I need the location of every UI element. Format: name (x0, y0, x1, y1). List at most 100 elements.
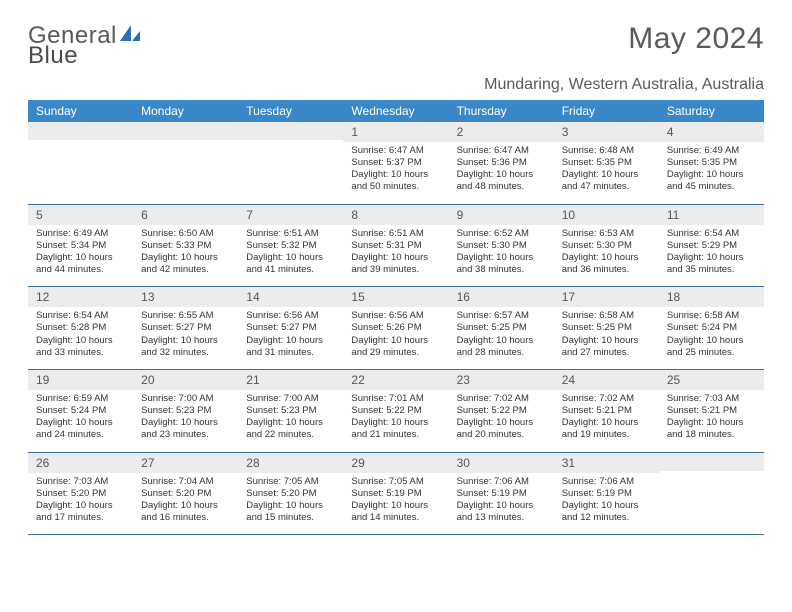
day-detail: Sunrise: 6:47 AMSunset: 5:37 PMDaylight:… (343, 142, 448, 204)
day-number: 15 (343, 287, 448, 307)
day-detail-line: Sunset: 5:19 PM (457, 488, 546, 500)
day-detail-line: Sunset: 5:23 PM (141, 405, 230, 417)
calendar-day-cell (133, 122, 238, 204)
day-detail: Sunrise: 6:56 AMSunset: 5:26 PMDaylight:… (343, 307, 448, 369)
day-number: 14 (238, 287, 343, 307)
calendar-day-cell: 10Sunrise: 6:53 AMSunset: 5:30 PMDayligh… (554, 204, 659, 287)
day-detail-line: Sunrise: 7:03 AM (667, 393, 756, 405)
day-detail-line: and 44 minutes. (36, 264, 125, 276)
calendar-day-cell: 20Sunrise: 7:00 AMSunset: 5:23 PMDayligh… (133, 369, 238, 452)
day-detail-line: and 17 minutes. (36, 512, 125, 524)
day-detail-line: Daylight: 10 hours (141, 500, 230, 512)
day-detail-line: and 13 minutes. (457, 512, 546, 524)
day-detail-line: and 15 minutes. (246, 512, 335, 524)
day-detail-line: Sunset: 5:30 PM (457, 240, 546, 252)
day-detail-line: Daylight: 10 hours (351, 500, 440, 512)
day-detail (238, 140, 343, 196)
day-detail: Sunrise: 6:56 AMSunset: 5:27 PMDaylight:… (238, 307, 343, 369)
day-detail: Sunrise: 7:06 AMSunset: 5:19 PMDaylight:… (449, 473, 554, 535)
calendar-week-row: 19Sunrise: 6:59 AMSunset: 5:24 PMDayligh… (28, 369, 764, 452)
day-detail-line: Daylight: 10 hours (667, 169, 756, 181)
day-detail-line: and 33 minutes. (36, 347, 125, 359)
calendar-table: Sunday Monday Tuesday Wednesday Thursday… (28, 100, 764, 535)
day-detail-line: Sunset: 5:20 PM (141, 488, 230, 500)
day-number (28, 122, 133, 140)
day-detail-line: Sunset: 5:25 PM (457, 322, 546, 334)
day-number: 23 (449, 370, 554, 390)
day-detail-line: Sunrise: 7:00 AM (246, 393, 335, 405)
day-detail: Sunrise: 6:50 AMSunset: 5:33 PMDaylight:… (133, 225, 238, 287)
day-detail-line: Daylight: 10 hours (562, 335, 651, 347)
day-number: 8 (343, 205, 448, 225)
day-detail-line: Sunrise: 7:02 AM (562, 393, 651, 405)
dow-tuesday: Tuesday (238, 100, 343, 122)
day-number: 22 (343, 370, 448, 390)
day-detail-line: and 29 minutes. (351, 347, 440, 359)
day-detail: Sunrise: 6:49 AMSunset: 5:34 PMDaylight:… (28, 225, 133, 287)
day-detail-line: Sunset: 5:25 PM (562, 322, 651, 334)
day-detail-line: Sunrise: 7:01 AM (351, 393, 440, 405)
day-detail-line: Daylight: 10 hours (36, 417, 125, 429)
day-detail-line: Sunrise: 7:06 AM (562, 476, 651, 488)
day-detail-line: Sunset: 5:35 PM (667, 157, 756, 169)
calendar-day-cell: 11Sunrise: 6:54 AMSunset: 5:29 PMDayligh… (659, 204, 764, 287)
day-detail-line: and 35 minutes. (667, 264, 756, 276)
calendar-day-cell: 22Sunrise: 7:01 AMSunset: 5:22 PMDayligh… (343, 369, 448, 452)
day-number: 30 (449, 453, 554, 473)
day-number: 31 (554, 453, 659, 473)
calendar-day-cell: 21Sunrise: 7:00 AMSunset: 5:23 PMDayligh… (238, 369, 343, 452)
day-number: 10 (554, 205, 659, 225)
calendar-day-cell: 9Sunrise: 6:52 AMSunset: 5:30 PMDaylight… (449, 204, 554, 287)
day-detail-line: Sunrise: 6:57 AM (457, 310, 546, 322)
day-detail-line: Daylight: 10 hours (562, 169, 651, 181)
day-detail: Sunrise: 6:48 AMSunset: 5:35 PMDaylight:… (554, 142, 659, 204)
day-detail (133, 140, 238, 196)
day-detail (659, 471, 764, 527)
day-detail: Sunrise: 6:55 AMSunset: 5:27 PMDaylight:… (133, 307, 238, 369)
day-detail-line: Daylight: 10 hours (246, 335, 335, 347)
day-number: 13 (133, 287, 238, 307)
day-detail: Sunrise: 7:03 AMSunset: 5:20 PMDaylight:… (28, 473, 133, 535)
day-detail-line: and 48 minutes. (457, 181, 546, 193)
day-detail-line: Daylight: 10 hours (351, 252, 440, 264)
day-number: 19 (28, 370, 133, 390)
day-detail-line: Sunrise: 7:06 AM (457, 476, 546, 488)
day-detail-line: Sunrise: 6:47 AM (457, 145, 546, 157)
day-number: 11 (659, 205, 764, 225)
calendar-day-cell: 23Sunrise: 7:02 AMSunset: 5:22 PMDayligh… (449, 369, 554, 452)
day-detail: Sunrise: 7:02 AMSunset: 5:21 PMDaylight:… (554, 390, 659, 452)
day-detail-line: Sunrise: 6:55 AM (141, 310, 230, 322)
day-detail: Sunrise: 6:52 AMSunset: 5:30 PMDaylight:… (449, 225, 554, 287)
calendar-day-cell: 19Sunrise: 6:59 AMSunset: 5:24 PMDayligh… (28, 369, 133, 452)
day-number: 18 (659, 287, 764, 307)
calendar-day-cell: 26Sunrise: 7:03 AMSunset: 5:20 PMDayligh… (28, 452, 133, 535)
day-number: 3 (554, 122, 659, 142)
day-number (238, 122, 343, 140)
day-detail-line: Daylight: 10 hours (246, 417, 335, 429)
day-detail-line: Daylight: 10 hours (562, 252, 651, 264)
day-detail-line: and 20 minutes. (457, 429, 546, 441)
day-detail-line: and 45 minutes. (667, 181, 756, 193)
day-detail-line: Sunset: 5:32 PM (246, 240, 335, 252)
day-number: 24 (554, 370, 659, 390)
calendar-day-cell: 29Sunrise: 7:05 AMSunset: 5:19 PMDayligh… (343, 452, 448, 535)
dow-sunday: Sunday (28, 100, 133, 122)
calendar-day-cell: 17Sunrise: 6:58 AMSunset: 5:25 PMDayligh… (554, 287, 659, 370)
calendar-day-cell: 12Sunrise: 6:54 AMSunset: 5:28 PMDayligh… (28, 287, 133, 370)
day-detail-line: Daylight: 10 hours (457, 252, 546, 264)
calendar-day-cell: 1Sunrise: 6:47 AMSunset: 5:37 PMDaylight… (343, 122, 448, 204)
day-detail: Sunrise: 7:00 AMSunset: 5:23 PMDaylight:… (238, 390, 343, 452)
day-detail-line: Sunrise: 6:49 AM (667, 145, 756, 157)
day-detail-line: Sunrise: 6:58 AM (667, 310, 756, 322)
day-detail: Sunrise: 7:03 AMSunset: 5:21 PMDaylight:… (659, 390, 764, 452)
day-detail-line: and 18 minutes. (667, 429, 756, 441)
day-number: 5 (28, 205, 133, 225)
day-detail-line: Sunset: 5:24 PM (667, 322, 756, 334)
calendar-day-cell: 14Sunrise: 6:56 AMSunset: 5:27 PMDayligh… (238, 287, 343, 370)
day-detail-line: and 23 minutes. (141, 429, 230, 441)
day-detail-line: Sunset: 5:21 PM (562, 405, 651, 417)
calendar-day-cell (28, 122, 133, 204)
dow-saturday: Saturday (659, 100, 764, 122)
day-detail-line: Sunset: 5:31 PM (351, 240, 440, 252)
calendar-day-cell: 31Sunrise: 7:06 AMSunset: 5:19 PMDayligh… (554, 452, 659, 535)
